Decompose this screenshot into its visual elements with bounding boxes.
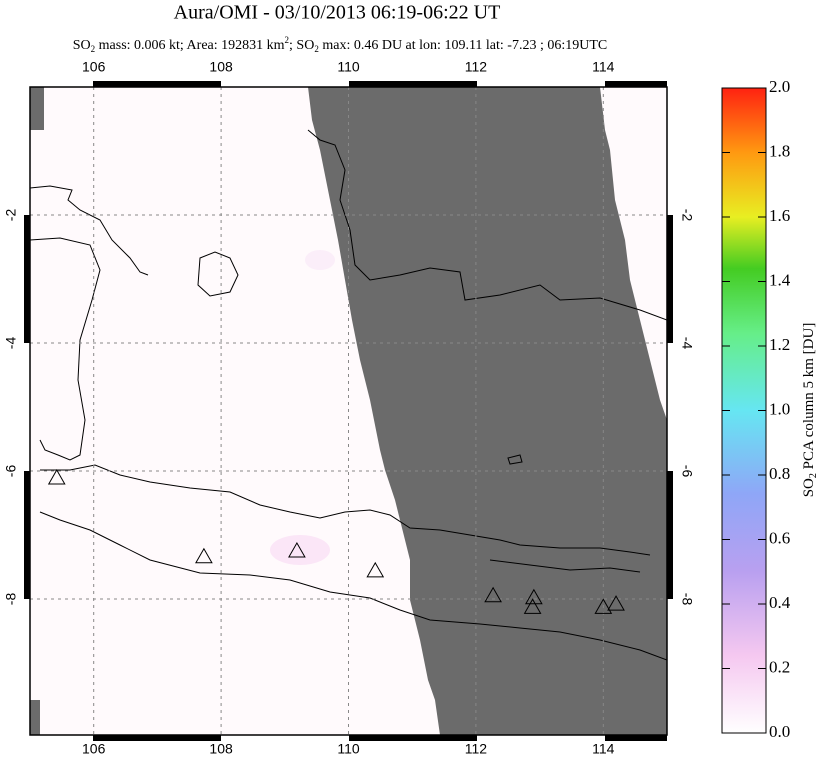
volcano — [607, 595, 625, 611]
volcanoes — [47, 469, 625, 614]
subtitle: SO2 mass: 0.006 kt; Area: 192831 km2; SO… — [73, 35, 608, 54]
y-tick-label: -4 — [679, 337, 695, 350]
map-frame — [29, 86, 668, 736]
colorbar-label-part: PCA column 5 km [DU] — [801, 323, 817, 473]
volcano — [288, 541, 306, 558]
frame-bar — [24, 215, 30, 343]
colorbar-label-part: SO — [801, 478, 817, 497]
colorbar-tick-label: 0.2 — [769, 657, 790, 676]
colorbar-tick-label: 0.0 — [769, 722, 790, 741]
no-data-region — [308, 87, 667, 735]
colorbar-label: SO2 PCA column 5 km [DU] — [801, 323, 819, 498]
colorbar-tick-label: 1.6 — [769, 206, 790, 225]
sumatra-coast — [30, 185, 149, 461]
map-area — [30, 87, 667, 735]
java-north-coast — [40, 464, 651, 556]
colorbar-tick-label: 0.4 — [769, 593, 791, 612]
java-south-coast — [39, 511, 667, 661]
frame-bar — [24, 471, 30, 599]
frame-bar — [605, 81, 667, 87]
colorbar-tick-label: 0.8 — [769, 464, 790, 483]
y-tick-label: -2 — [679, 209, 695, 222]
axes: 106 106 108 108 110 110 112 112 114 114 -2 -2 -4 -4 -6… — [3, 59, 791, 757]
x-tick-label: 106 — [82, 59, 106, 75]
frame-bar — [93, 735, 221, 741]
coastlines — [30, 129, 667, 661]
island-coast — [197, 251, 239, 297]
frame-bar — [667, 471, 673, 599]
subtitle-part: ; SO — [289, 38, 314, 53]
y-tick-label: -2 — [3, 209, 19, 222]
subtitle-part: max: 0.46 DU at lon: 109.11 lat: -7.23 ;… — [319, 38, 607, 53]
so2-patch — [305, 250, 335, 270]
island-coast — [507, 454, 523, 465]
y-tick-label: -8 — [679, 593, 695, 606]
y-tick-label: -6 — [3, 465, 19, 478]
frame-bars — [24, 81, 673, 741]
x-tick-label: 112 — [465, 59, 488, 75]
frame-bar — [349, 735, 477, 741]
grid — [30, 87, 667, 735]
volcano — [195, 547, 213, 564]
volcano — [594, 598, 613, 614]
x-tick-label: 112 — [465, 741, 488, 757]
subtitle-sub: 2 — [314, 44, 319, 54]
colorbar-label-sub: 2 — [808, 473, 819, 478]
borneo-coast — [307, 129, 667, 321]
volcano — [484, 586, 502, 603]
volcano — [523, 598, 542, 614]
so2-patch — [270, 535, 330, 565]
colorbar-tick-label: 1.4 — [769, 270, 791, 289]
colorbar-tick-label: 1.8 — [769, 141, 790, 160]
subtitle-part: mass: 0.006 kt; Area: 192831 km — [95, 38, 284, 53]
subtitle-sub: 2 — [91, 44, 96, 54]
no-data-region — [30, 87, 44, 130]
no-data-region — [30, 700, 40, 735]
frame-bar — [349, 81, 477, 87]
frame-bar — [605, 735, 667, 741]
x-tick-label: 114 — [592, 741, 615, 757]
x-tick-label: 108 — [209, 59, 233, 75]
colorbar-tick-label: 1.0 — [769, 399, 790, 418]
colorbar-tick-label: 2.0 — [769, 77, 790, 96]
y-tick-label: -4 — [3, 337, 19, 350]
madura-coast — [489, 559, 641, 573]
subtitle-part: SO — [73, 38, 91, 53]
x-tick-label: 106 — [82, 741, 106, 757]
x-tick-label: 108 — [209, 741, 233, 757]
x-tick-label: 110 — [337, 59, 360, 75]
frame-bar — [93, 81, 221, 87]
x-tick-label: 110 — [337, 741, 360, 757]
volcano — [525, 588, 543, 605]
volcano — [366, 561, 385, 578]
colorbar-tick-label: 0.6 — [769, 528, 790, 547]
y-tick-label: -6 — [679, 465, 695, 478]
colorbar-tick-label: 1.2 — [769, 335, 790, 354]
y-tick-label: -8 — [3, 593, 19, 606]
title: Aura/OMI - 03/10/2013 06:19-06:22 UT — [174, 2, 501, 24]
subtitle-sup: 2 — [285, 35, 290, 45]
frame-bar — [667, 215, 673, 343]
volcano — [47, 469, 66, 485]
x-tick-label: 114 — [592, 59, 615, 75]
